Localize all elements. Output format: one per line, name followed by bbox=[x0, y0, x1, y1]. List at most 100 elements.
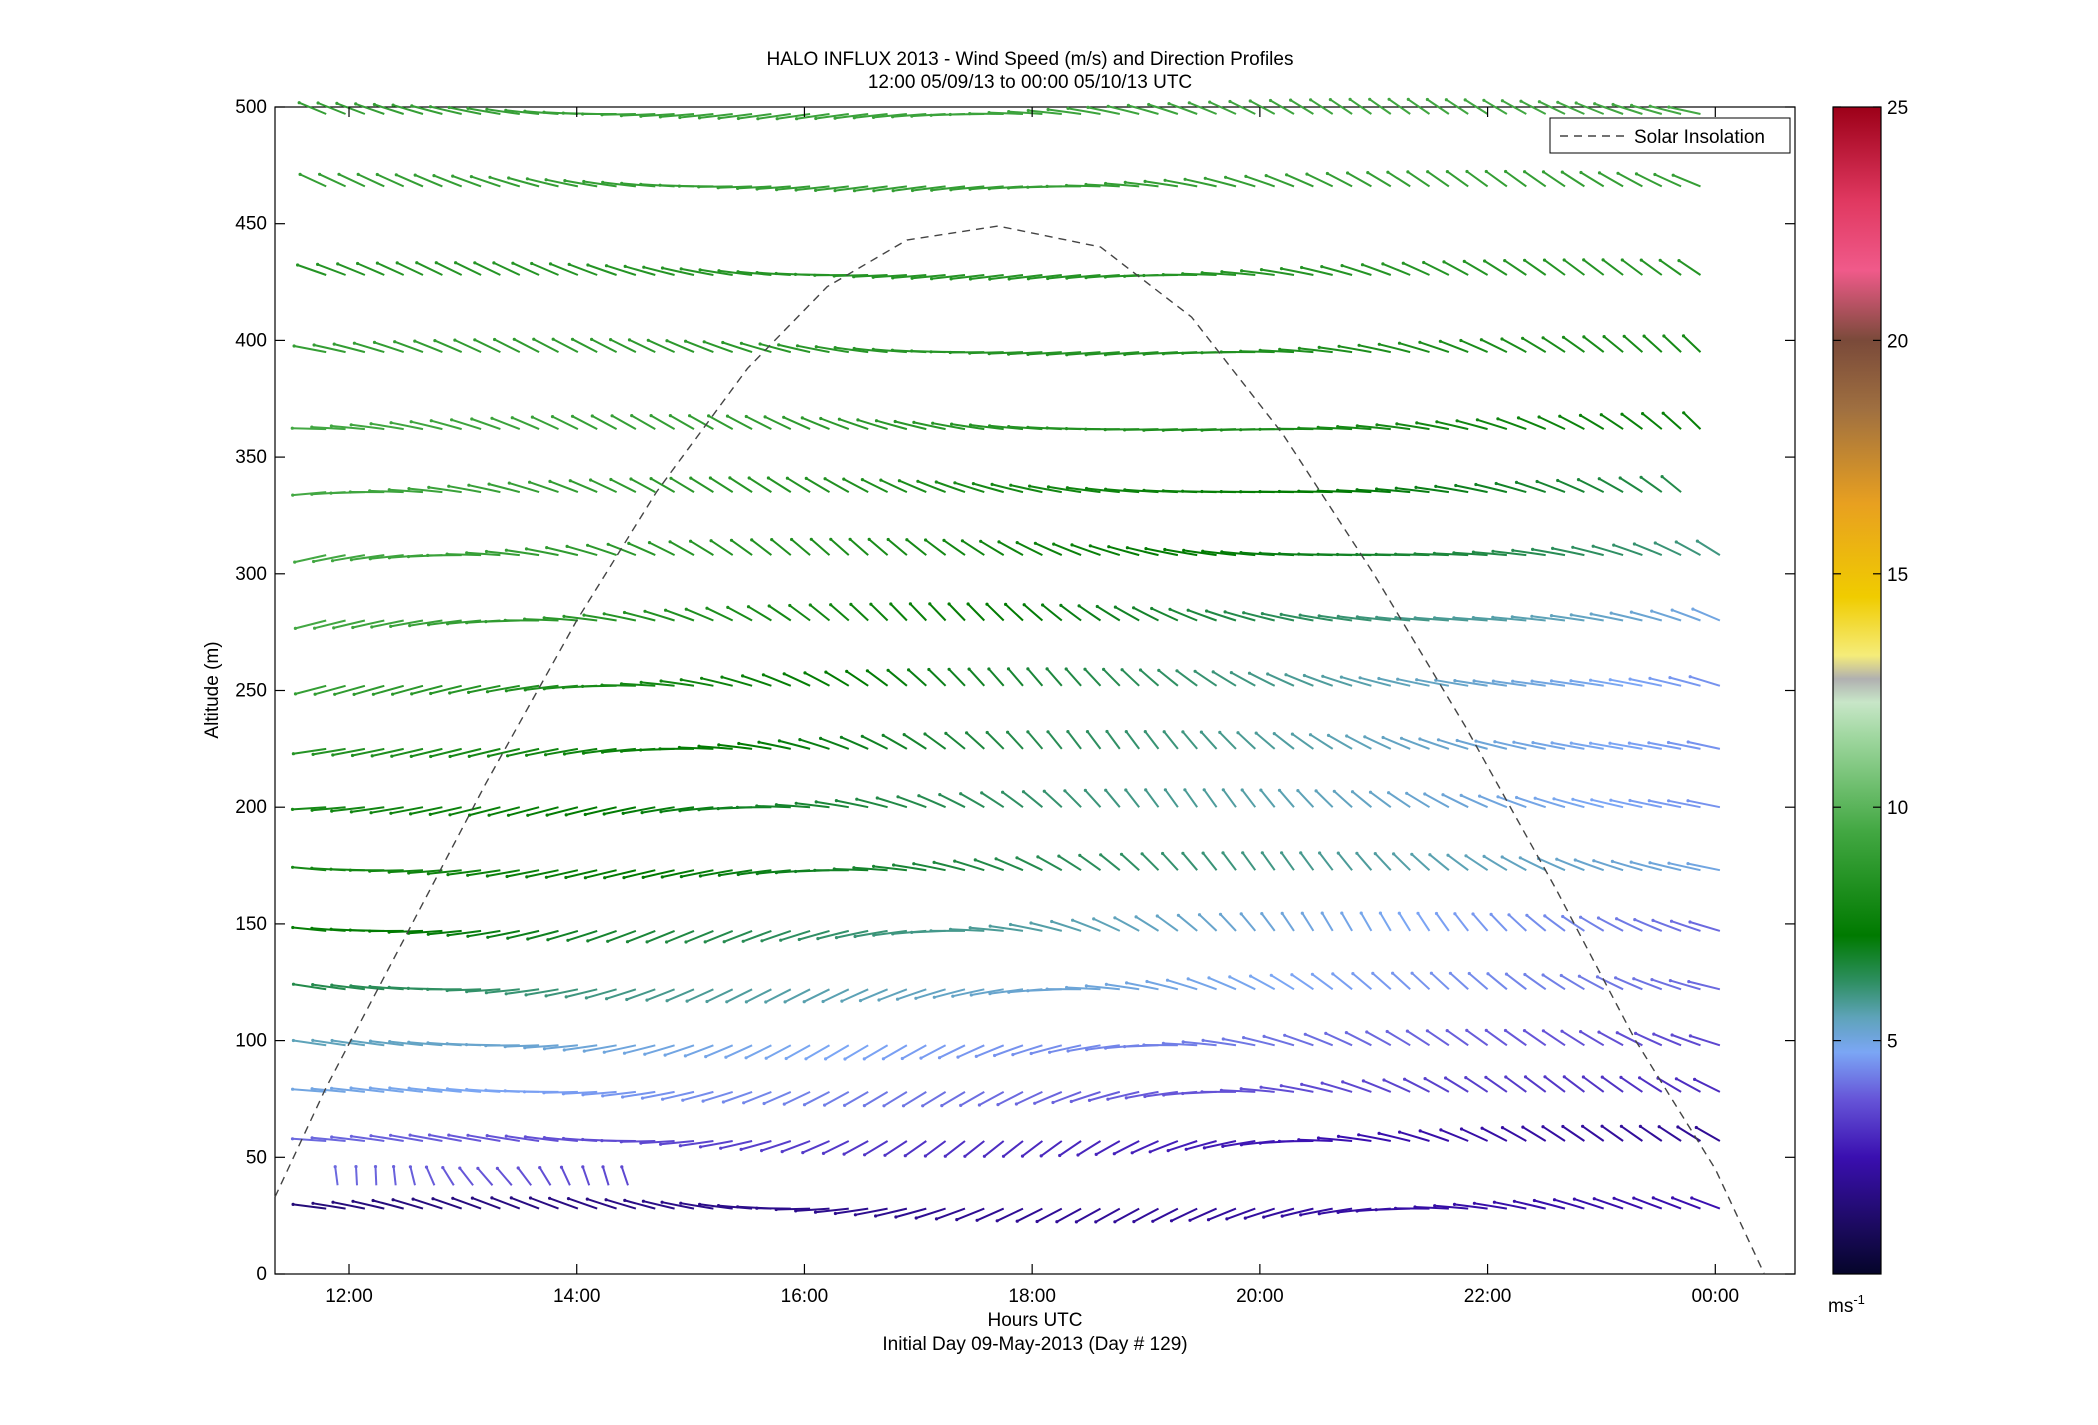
wind-vector bbox=[1630, 861, 1663, 872]
wind-vector bbox=[527, 177, 559, 188]
wind-vector-head bbox=[1065, 985, 1069, 990]
wind-vector bbox=[1208, 976, 1237, 991]
wind-vector-head bbox=[330, 559, 335, 563]
wind-vector-head bbox=[1459, 793, 1463, 798]
wind-vector bbox=[626, 988, 656, 1001]
wind-vector bbox=[1121, 668, 1140, 687]
y-tick-label: 100 bbox=[235, 1031, 267, 1052]
wind-vector-head bbox=[1239, 1143, 1243, 1147]
wind-vector-head bbox=[858, 999, 863, 1003]
wind-vector bbox=[641, 681, 675, 687]
wind-vector-head bbox=[601, 1094, 605, 1098]
wind-vector-head bbox=[879, 478, 883, 482]
wind-vector bbox=[1411, 853, 1431, 871]
wind-vector-head bbox=[354, 102, 358, 106]
wind-vector-head bbox=[1561, 914, 1565, 919]
wind-vector bbox=[1612, 860, 1643, 872]
wind-vector-head bbox=[1410, 971, 1414, 975]
wind-vector-head bbox=[1078, 853, 1082, 858]
wind-vector bbox=[488, 483, 521, 494]
wind-vector-head bbox=[953, 859, 957, 863]
wind-vector-head bbox=[409, 812, 413, 816]
wind-vector bbox=[913, 421, 946, 431]
wind-vector-head bbox=[677, 184, 682, 188]
wind-vector-head bbox=[523, 1046, 527, 1050]
wind-vector bbox=[1417, 912, 1431, 932]
wind-vector bbox=[1164, 789, 1179, 808]
wind-vector-head bbox=[775, 117, 779, 121]
wind-vector-head bbox=[1203, 176, 1207, 180]
wind-vector bbox=[489, 176, 521, 188]
wind-vector bbox=[1037, 856, 1063, 872]
wind-vector-head bbox=[1569, 613, 1573, 617]
wind-vector bbox=[409, 1166, 416, 1186]
wind-vector bbox=[494, 338, 521, 353]
wind-vector-head bbox=[968, 112, 972, 116]
wind-vector-head bbox=[1541, 1029, 1545, 1033]
wind-vector-head bbox=[707, 414, 711, 418]
wind-vector-head bbox=[969, 993, 973, 997]
wind-vector bbox=[1223, 1038, 1256, 1047]
wind-vector-head bbox=[1309, 98, 1313, 102]
wind-vector-head bbox=[1360, 263, 1365, 267]
wind-vector-head bbox=[901, 1104, 906, 1108]
wind-vector-head bbox=[1103, 353, 1108, 357]
wind-vector bbox=[789, 604, 811, 622]
colorbar-tick-label: 20 bbox=[1887, 331, 1908, 352]
wind-vector-head bbox=[702, 340, 706, 344]
wind-vector-head bbox=[1432, 551, 1436, 556]
wind-vector bbox=[1557, 101, 1585, 115]
wind-vector-head bbox=[1007, 352, 1011, 356]
wind-vector-head bbox=[1612, 543, 1616, 547]
wind-vector-head bbox=[490, 1196, 494, 1200]
wind-vector bbox=[1161, 852, 1179, 871]
wind-vector-head bbox=[1589, 678, 1593, 682]
wind-vector bbox=[913, 862, 946, 872]
wind-vector bbox=[1670, 979, 1701, 991]
wind-vector-head bbox=[903, 1154, 907, 1158]
wind-vector bbox=[835, 1207, 869, 1215]
wind-vector-head bbox=[1296, 789, 1300, 793]
wind-vector bbox=[389, 1040, 424, 1047]
wind-vector-head bbox=[1511, 548, 1515, 553]
wind-vector bbox=[1060, 604, 1082, 622]
wind-vector bbox=[854, 347, 888, 354]
wind-vector-head bbox=[1219, 1088, 1223, 1092]
wind-vector-head bbox=[1074, 1220, 1078, 1224]
wind-vector bbox=[1106, 983, 1140, 991]
wind-vector-head bbox=[516, 1166, 520, 1170]
wind-vector-head bbox=[1619, 1075, 1623, 1079]
wind-vector bbox=[1270, 99, 1295, 115]
wind-vector-head bbox=[1007, 990, 1011, 994]
wind-vector-head bbox=[684, 940, 688, 944]
wind-vector-head bbox=[548, 262, 553, 266]
wind-vector bbox=[1041, 604, 1063, 622]
wind-vector-head bbox=[1503, 259, 1507, 263]
wind-vector-head bbox=[470, 1196, 474, 1200]
wind-vector-head bbox=[1620, 258, 1624, 262]
wind-vector bbox=[585, 806, 617, 816]
wind-vector-head bbox=[1551, 546, 1555, 551]
wind-vector-head bbox=[545, 546, 549, 550]
wind-vector-head bbox=[622, 610, 627, 615]
wind-vector-head bbox=[311, 983, 315, 987]
wind-vector bbox=[390, 421, 424, 431]
wind-vector bbox=[1036, 1207, 1063, 1223]
wind-vector bbox=[1052, 1090, 1082, 1104]
y-tick-label: 200 bbox=[235, 797, 267, 818]
wind-vector-head bbox=[1519, 99, 1523, 103]
wind-vector-head bbox=[1387, 97, 1391, 101]
wind-vector bbox=[527, 929, 559, 940]
wind-vector-head bbox=[448, 813, 452, 817]
wind-vector-head bbox=[1202, 788, 1206, 792]
wind-vector-head bbox=[1346, 171, 1350, 175]
wind-vector-head bbox=[369, 422, 373, 426]
wind-vector-head bbox=[862, 1057, 866, 1061]
wind-vector bbox=[431, 419, 462, 431]
wind-vector-head bbox=[766, 476, 771, 480]
wind-vector bbox=[429, 1134, 462, 1142]
wind-vector bbox=[878, 988, 908, 1001]
wind-vector bbox=[1016, 541, 1043, 556]
wind-vector-head bbox=[813, 1210, 818, 1214]
